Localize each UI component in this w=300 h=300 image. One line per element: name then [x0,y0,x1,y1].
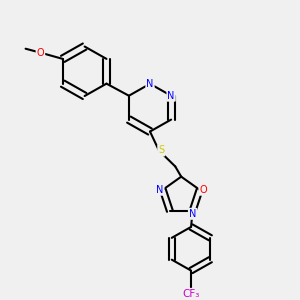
Text: N: N [156,185,164,195]
Text: CF₃: CF₃ [182,289,200,299]
Text: N: N [146,79,154,89]
Text: N: N [167,91,175,101]
Text: O: O [37,48,44,58]
Text: N: N [189,209,196,219]
Text: O: O [199,185,207,195]
Text: S: S [158,146,164,155]
